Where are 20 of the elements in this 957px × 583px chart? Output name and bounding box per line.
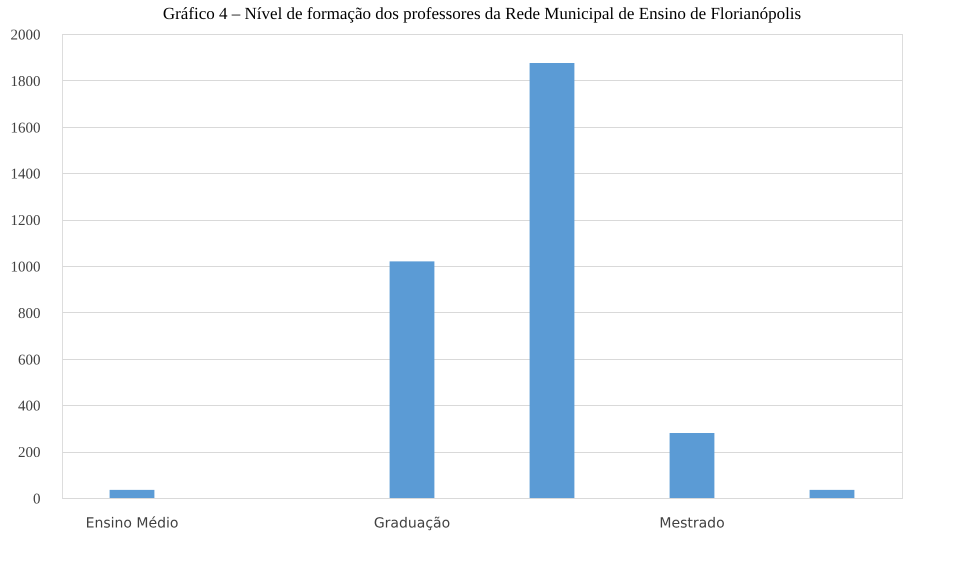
bar — [110, 490, 154, 498]
y-tick-label: 1800 — [10, 74, 40, 90]
y-tick-label: 1200 — [10, 213, 40, 230]
y-tick-label: 1000 — [10, 260, 40, 276]
bar — [810, 490, 854, 498]
bar — [390, 261, 434, 498]
y-tick-label: 1600 — [10, 120, 40, 136]
bar — [670, 433, 714, 498]
x-tick-label: Mestrado — [659, 516, 725, 532]
y-tick-label: 0 — [33, 492, 40, 508]
y-tick-label: 200 — [18, 445, 40, 462]
bar — [530, 63, 574, 498]
x-tick-label: Graduação — [374, 516, 450, 532]
x-tick-label: Ensino Médio — [86, 516, 178, 532]
y-tick-label: 1400 — [10, 166, 40, 183]
y-tick-label: 600 — [18, 352, 40, 368]
y-tick-label: 400 — [18, 398, 40, 415]
y-tick-label: 2000 — [10, 28, 40, 44]
y-tick-label: 800 — [18, 306, 40, 322]
chart-title: Gráfico 4 – Nível de formação dos professores da Rede Municipal de Ensino de Florianópolis — [162, 4, 802, 23]
